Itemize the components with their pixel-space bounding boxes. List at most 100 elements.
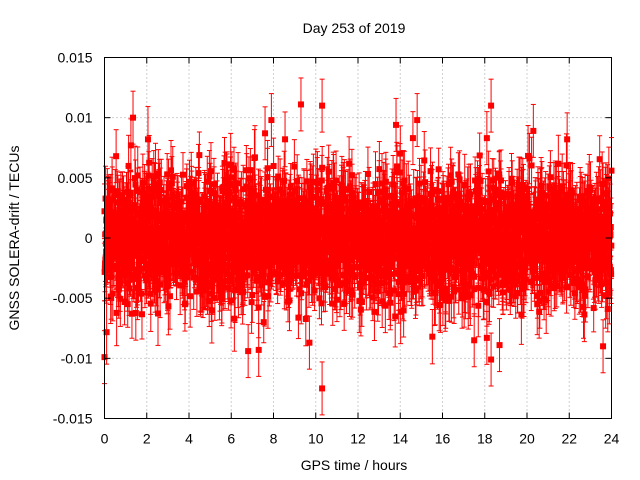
data-point: [303, 281, 310, 288]
data-point: [295, 195, 302, 202]
data-point: [304, 197, 311, 204]
data-point: [195, 199, 202, 206]
data-point: [116, 200, 123, 207]
data-point: [158, 186, 165, 193]
data-point: [206, 173, 213, 180]
data-point: [134, 284, 141, 291]
data-point: [228, 174, 235, 181]
data-point: [255, 304, 262, 311]
data-point: [124, 208, 131, 215]
data-point: [222, 261, 229, 268]
data-point: [298, 290, 305, 297]
data-point: [208, 307, 215, 314]
data-point: [132, 309, 139, 316]
data-point: [141, 223, 148, 230]
data-point: [128, 257, 135, 264]
data-point: [314, 242, 321, 249]
data-point: [206, 236, 213, 243]
data-point: [310, 264, 317, 271]
data-point: [231, 166, 238, 173]
data-point: [222, 246, 229, 253]
data-point: [167, 202, 174, 209]
data-point: [316, 209, 323, 216]
data-point: [174, 199, 181, 206]
data-point: [274, 278, 281, 285]
data-point: [169, 173, 176, 180]
data-point: [240, 186, 247, 193]
data-point: [243, 183, 250, 190]
data-point: [128, 310, 135, 317]
data-point: [291, 208, 298, 215]
data-point: [295, 314, 302, 321]
data-point: [299, 210, 306, 217]
data-point: [165, 267, 172, 274]
data-point: [226, 189, 233, 196]
data-point: [196, 256, 203, 263]
data-point: [277, 186, 284, 193]
data-point: [265, 279, 272, 286]
data-point: [273, 249, 280, 256]
data-point: [302, 315, 309, 322]
data-point: [296, 286, 303, 293]
data-point: [270, 204, 277, 211]
data-point: [113, 309, 120, 316]
data-point: [292, 198, 299, 205]
data-point: [300, 242, 307, 249]
data-point: [290, 261, 297, 268]
data-point: [201, 260, 208, 267]
data-point: [104, 255, 111, 262]
data-point: [282, 136, 289, 143]
data-point: [277, 271, 284, 278]
data-point: [305, 277, 312, 284]
data-point: [174, 193, 181, 200]
data-point: [179, 171, 186, 178]
data-point: [251, 154, 258, 161]
data-point: [286, 203, 293, 210]
data-point: [255, 192, 262, 199]
data-point: [193, 204, 200, 211]
data-point: [127, 190, 134, 197]
data-point: [145, 198, 152, 205]
data-point: [156, 179, 163, 186]
data-point: [151, 181, 158, 188]
data-point: [220, 213, 227, 220]
data-point: [223, 179, 230, 186]
data-point: [151, 187, 158, 194]
data-point: [316, 270, 323, 277]
data-point: [226, 217, 233, 224]
data-point: [316, 295, 323, 302]
data-point: [261, 293, 268, 300]
data-point: [163, 283, 170, 290]
data-point: [103, 329, 110, 336]
data-point: [107, 196, 114, 203]
data-point: [255, 239, 262, 246]
data-point: [115, 274, 122, 281]
data-point: [160, 197, 167, 204]
data-point: [144, 270, 151, 277]
data-point: [233, 201, 240, 208]
data-point: [231, 195, 238, 202]
data-point: [193, 288, 200, 295]
data-point: [319, 164, 326, 171]
data-point: [121, 240, 128, 247]
data-point: [154, 310, 161, 317]
data-point: [147, 300, 154, 307]
data-point: [164, 196, 171, 203]
data-point: [124, 301, 131, 308]
data-point: [240, 288, 247, 295]
data-point: [143, 193, 150, 200]
data-point: [245, 175, 252, 182]
data-point: [165, 185, 172, 192]
data-point: [118, 207, 125, 214]
data-point: [319, 200, 326, 207]
data-point: [279, 190, 286, 197]
data-point: [138, 311, 145, 318]
data-point: [231, 315, 238, 322]
data-point: [207, 188, 214, 195]
data-point: [207, 168, 214, 175]
data-point: [247, 167, 254, 174]
data-point: [157, 281, 164, 288]
data-point: [178, 198, 185, 205]
data-point: [168, 180, 175, 187]
data-point: [254, 276, 261, 283]
